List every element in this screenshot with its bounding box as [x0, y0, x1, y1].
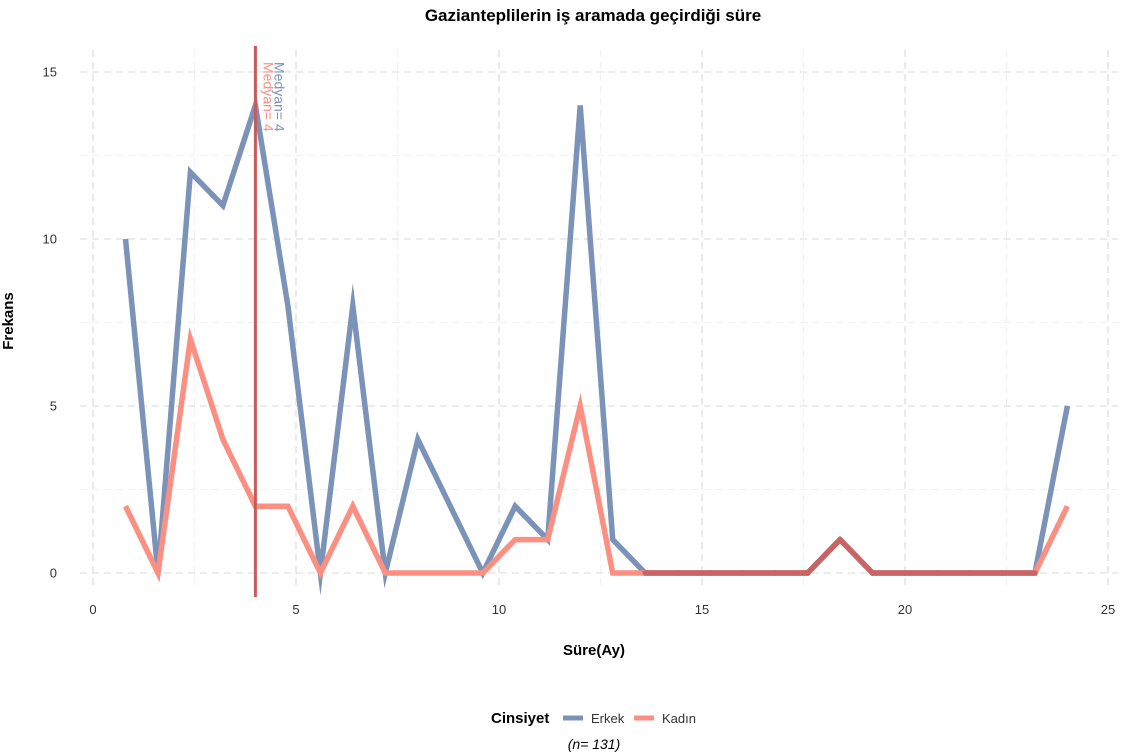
x-axis-title: Süre(Ay)	[563, 642, 625, 659]
x-tick-label: 15	[695, 602, 709, 617]
median-label-erkek: Medyan= 4	[271, 62, 287, 132]
y-axis-title: Frekans	[0, 292, 17, 350]
x-axis-ticks: 0 5 10 15 20 25	[89, 602, 1115, 617]
x-tick-label: 0	[89, 602, 96, 617]
chart-title: Gazianteplilerin iş aramada geçirdiği sü…	[425, 6, 761, 25]
x-tick-label: 5	[292, 602, 299, 617]
y-axis-ticks: 0 5 10 15	[43, 65, 57, 581]
y-tick-label: 15	[43, 65, 57, 80]
legend: Cinsiyet Erkek Kadın	[491, 710, 696, 727]
series-overlap-segment	[837, 536, 876, 576]
y-tick-label: 0	[50, 566, 57, 581]
x-tick-label: 10	[492, 602, 506, 617]
series-line-kadin	[123, 326, 1070, 583]
caption: (n= 131)	[568, 736, 621, 752]
legend-label-erkek: Erkek	[591, 711, 625, 726]
legend-label-kadin: Kadın	[662, 711, 696, 726]
series-lines	[122, 93, 1071, 596]
series-overlap-segment	[804, 536, 843, 576]
y-tick-label: 5	[50, 399, 57, 414]
x-tick-label: 20	[898, 602, 912, 617]
x-tick-label: 25	[1101, 602, 1115, 617]
median-label-kadin: Medyan= 4	[260, 62, 276, 132]
y-tick-label: 10	[43, 232, 57, 247]
legend-title: Cinsiyet	[491, 710, 549, 727]
